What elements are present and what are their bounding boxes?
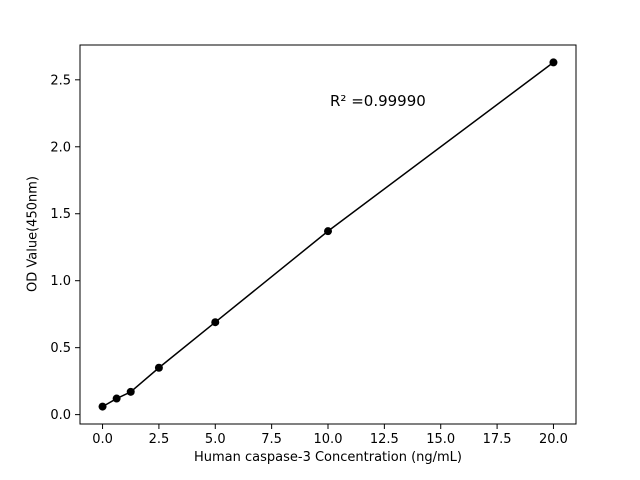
data-point <box>126 387 135 396</box>
x-tick-label: 7.5 <box>261 432 282 447</box>
x-tick-label: 15.0 <box>426 432 455 447</box>
x-tick-label: 20.0 <box>539 432 568 447</box>
x-tick-label: 12.5 <box>370 432 399 447</box>
y-tick-label: 2.0 <box>50 140 71 155</box>
r-squared-annotation: R² =0.99990 <box>330 92 426 110</box>
x-tick-label: 5.0 <box>205 432 226 447</box>
x-tick-label: 17.5 <box>483 432 512 447</box>
x-axis-label: Human caspase-3 Concentration (ng/mL) <box>193 450 463 465</box>
data-point <box>211 318 220 327</box>
y-tick-label: 2.5 <box>50 73 71 88</box>
data-point <box>549 58 558 67</box>
x-tick-label: 0.0 <box>92 432 113 447</box>
y-tick-label: 1.0 <box>50 274 71 289</box>
y-tick-label: 0.0 <box>50 408 71 423</box>
data-point <box>154 363 163 372</box>
y-axis-label: OD Value(450nm) <box>25 176 41 292</box>
y-tick-label: 1.5 <box>50 207 71 222</box>
x-tick-label: 10.0 <box>314 432 343 447</box>
data-point <box>324 227 332 236</box>
data-point <box>112 394 121 403</box>
data-point <box>98 402 107 411</box>
x-tick-label: 2.5 <box>149 432 170 447</box>
y-tick-label: 0.5 <box>50 341 71 356</box>
